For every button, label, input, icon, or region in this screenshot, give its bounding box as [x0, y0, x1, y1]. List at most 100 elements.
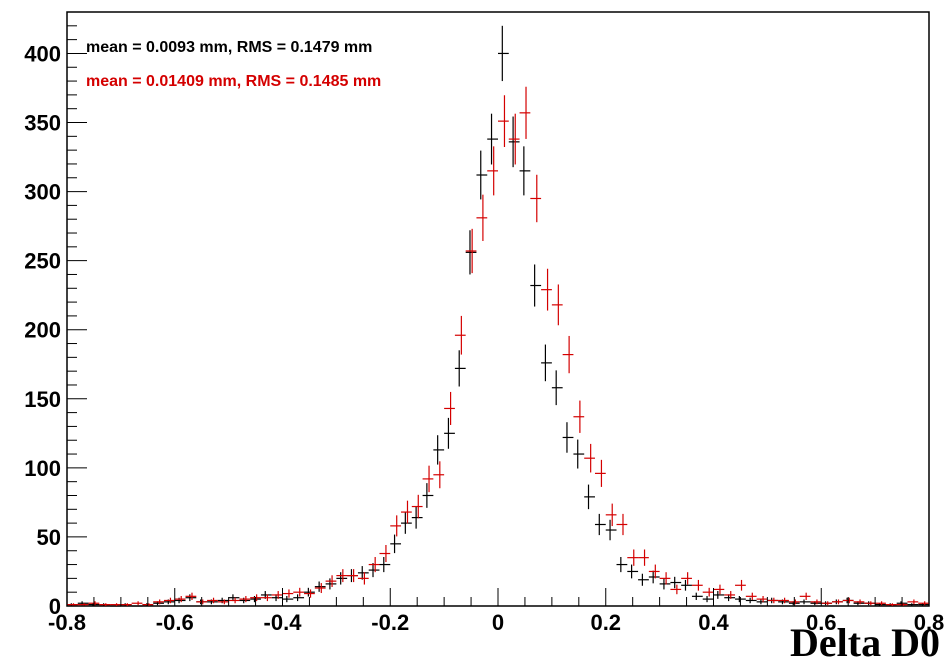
- data-point: [885, 603, 897, 606]
- data-point: [821, 601, 833, 606]
- data-point: [691, 579, 703, 591]
- data-point: [207, 597, 218, 604]
- data-point: [702, 587, 714, 597]
- data-point: [336, 572, 348, 585]
- data-point: [605, 503, 617, 527]
- data-point: [293, 587, 305, 597]
- data-point: [627, 564, 639, 579]
- data-point: [799, 592, 811, 600]
- data-point: [659, 578, 671, 590]
- x-tick-label: -0.6: [156, 610, 194, 635]
- data-point: [379, 556, 391, 573]
- data-point: [735, 579, 746, 591]
- data-point: [476, 150, 488, 200]
- y-tick-label: 100: [24, 456, 61, 481]
- data-point: [336, 569, 348, 583]
- data-point: [681, 572, 692, 585]
- series-red: [67, 86, 929, 606]
- data-point: [282, 596, 294, 603]
- data-point: [368, 563, 380, 578]
- data-point: [487, 113, 498, 165]
- data-point: [508, 116, 520, 168]
- data-point: [562, 335, 574, 374]
- data-point: [670, 576, 682, 589]
- data-point: [659, 572, 671, 585]
- data-point: [562, 422, 574, 453]
- data-point: [325, 578, 337, 590]
- data-point: [368, 556, 380, 573]
- data-point: [228, 597, 240, 604]
- data-point: [627, 549, 639, 566]
- data-point: [541, 268, 552, 311]
- data-point: [185, 594, 197, 602]
- data-point: [99, 603, 111, 606]
- data-point: [444, 417, 455, 449]
- data-point: [907, 599, 919, 605]
- data-point: [875, 601, 886, 606]
- y-tick-label: 250: [24, 249, 61, 274]
- data-point: [551, 284, 563, 326]
- plot-frame: [66, 11, 930, 607]
- x-tick-label: -0.8: [48, 610, 86, 635]
- data-point: [918, 601, 929, 606]
- y-tick-label: 400: [24, 41, 61, 66]
- data-point: [357, 566, 369, 580]
- data-point: [864, 601, 876, 606]
- y-tick-label: 300: [24, 180, 61, 205]
- data-point: [691, 592, 703, 600]
- data-point: [498, 25, 509, 82]
- series-black: [67, 25, 929, 607]
- data-point: [638, 549, 649, 566]
- x-tick-label: -0.2: [371, 610, 409, 635]
- data-point: [778, 597, 789, 604]
- data-point: [487, 146, 498, 196]
- data-point: [282, 589, 294, 598]
- data-point: [411, 494, 423, 519]
- data-point: [120, 603, 132, 606]
- data-point: [594, 459, 606, 487]
- series-layer: [67, 25, 929, 607]
- data-point: [260, 594, 272, 602]
- data-point: [390, 515, 402, 537]
- y-tick-label: 150: [24, 387, 61, 412]
- data-point: [616, 556, 628, 573]
- data-point: [713, 591, 725, 599]
- data-point: [379, 544, 391, 563]
- data-point: [648, 570, 660, 584]
- data-point: [756, 596, 768, 603]
- data-point: [444, 391, 455, 425]
- stat-annotation-black: mean = 0.0093 mm, RMS = 0.1479 mm: [86, 39, 372, 56]
- data-point: [401, 500, 412, 524]
- x-tick-label: 0.4: [698, 610, 729, 635]
- data-point: [907, 603, 919, 606]
- stat-annotation-red: mean = 0.01409 mm, RMS = 0.1485 mm: [86, 73, 381, 90]
- data-point: [271, 591, 283, 599]
- data-point: [239, 596, 251, 603]
- data-point: [605, 519, 617, 541]
- data-point: [713, 584, 725, 595]
- data-point: [519, 146, 531, 196]
- data-point: [411, 506, 423, 529]
- data-point: [648, 564, 660, 579]
- data-point: [131, 601, 143, 606]
- data-point: [153, 599, 164, 605]
- data-point: [745, 592, 757, 600]
- data-point: [541, 344, 552, 382]
- data-point: [465, 228, 477, 274]
- data-point: [638, 573, 649, 586]
- data-point: [584, 443, 595, 473]
- x-tick-label: 0.8: [914, 610, 945, 635]
- data-point: [498, 95, 509, 148]
- data-point: [454, 315, 466, 355]
- data-point: [476, 194, 488, 241]
- data-point: [853, 599, 865, 605]
- data-point: [433, 435, 445, 465]
- data-point: [681, 579, 692, 591]
- data-point: [174, 596, 186, 603]
- data-point: [745, 597, 757, 604]
- data-point: [810, 599, 822, 605]
- data-point: [702, 596, 714, 603]
- axis-layer: 0 50 100 150 200 250 300 350 400 -0.8 -0.6 -0.4 -0.2…: [24, 11, 945, 635]
- data-point: [314, 581, 326, 592]
